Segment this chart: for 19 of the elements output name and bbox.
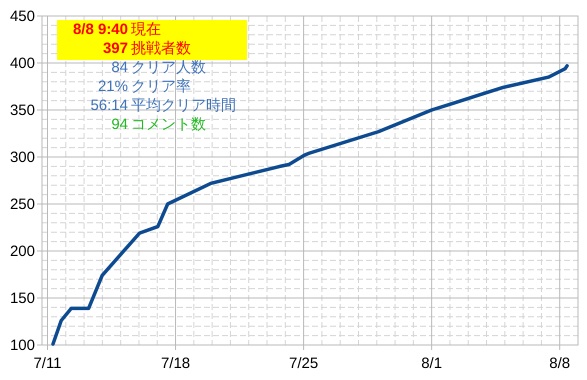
x-tick-label: 7/11	[33, 355, 62, 372]
x-tick-label: 7/18	[160, 355, 190, 372]
annotation: 84 クリア人数	[111, 59, 206, 76]
y-tick-label: 200	[10, 243, 35, 260]
annotation: 397 挑戦者数	[102, 40, 191, 57]
annotation: 56:14 平均クリア時間	[90, 97, 236, 114]
y-tick-label: 100	[10, 337, 35, 354]
y-tick-label: 450	[10, 8, 35, 25]
y-tick-label: 400	[10, 55, 35, 72]
x-tick-label: 7/25	[288, 355, 318, 372]
annotation: 8/8 9:40 現在	[72, 21, 161, 38]
y-tick-label: 350	[10, 102, 35, 119]
y-tick-label: 250	[10, 196, 35, 213]
annotation: 21% クリア率	[98, 78, 191, 95]
y-tick-label: 300	[10, 149, 35, 166]
y-tick-label: 150	[10, 290, 35, 307]
x-tick-label: 8/1	[421, 355, 442, 372]
x-tick-label: 8/8	[549, 355, 570, 372]
annotation: 94 コメント数	[111, 116, 206, 133]
